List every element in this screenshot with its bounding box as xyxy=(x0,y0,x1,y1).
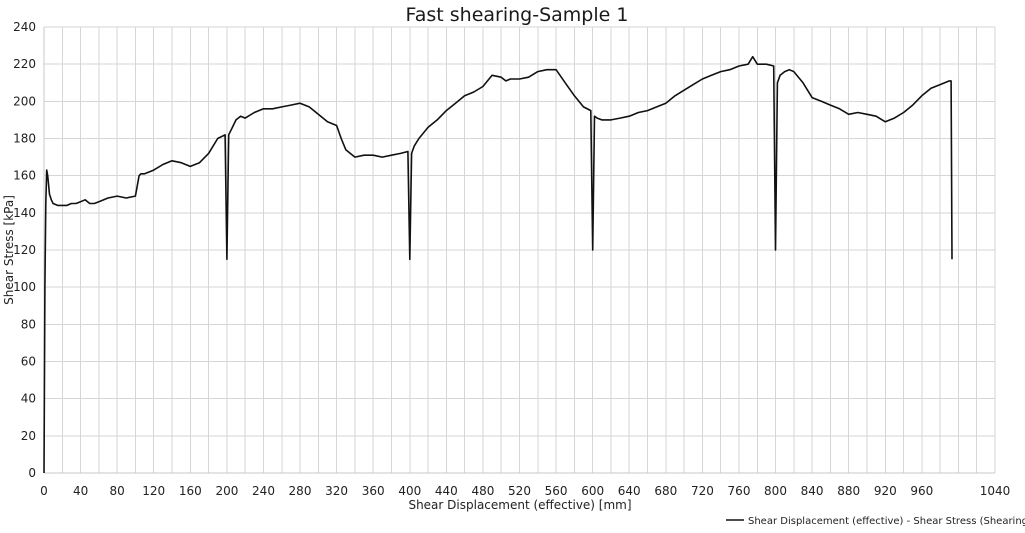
x-tick-label: 480 xyxy=(471,484,494,498)
x-tick-label: 880 xyxy=(837,484,860,498)
x-tick-label: 800 xyxy=(764,484,787,498)
x-tick-label: 1040 xyxy=(980,484,1011,498)
y-tick-label: 20 xyxy=(21,429,36,443)
x-tick-label: 200 xyxy=(215,484,238,498)
legend: Shear Displacement (effective) - Shear S… xyxy=(726,516,1025,527)
x-tick-label: 320 xyxy=(325,484,348,498)
x-tick-label: 240 xyxy=(252,484,275,498)
x-tick-label: 120 xyxy=(142,484,165,498)
x-tick-label: 0 xyxy=(40,484,48,498)
y-tick-label: 120 xyxy=(13,243,36,257)
x-tick-label: 440 xyxy=(435,484,458,498)
x-tick-label: 40 xyxy=(73,484,88,498)
y-tick-label: 40 xyxy=(21,392,36,406)
x-tick-label: 400 xyxy=(398,484,421,498)
x-tick-label: 560 xyxy=(545,484,568,498)
x-tick-label: 840 xyxy=(801,484,824,498)
y-tick-label: 0 xyxy=(28,466,36,480)
y-tick-label: 160 xyxy=(13,169,36,183)
x-tick-label: 760 xyxy=(728,484,751,498)
y-tick-label: 60 xyxy=(21,355,36,369)
x-tick-label: 360 xyxy=(362,484,385,498)
x-tick-label: 920 xyxy=(874,484,897,498)
x-tick-label: 160 xyxy=(179,484,202,498)
y-tick-label: 140 xyxy=(13,206,36,220)
grid-lines xyxy=(43,26,996,474)
y-tick-label: 220 xyxy=(13,57,36,71)
y-tick-label: 80 xyxy=(21,317,36,331)
y-tick-label: 180 xyxy=(13,132,36,146)
tick-labels: 0 20 40 60 80 100 120 140 160 180 200 220 240 0 40 80 12… xyxy=(13,20,1010,498)
chart-title: Fast shearing-Sample 1 xyxy=(406,4,629,26)
legend-label: Shear Displacement (effective) - Shear S… xyxy=(748,516,1025,527)
x-tick-label: 680 xyxy=(654,484,677,498)
x-tick-label: 960 xyxy=(910,484,933,498)
x-tick-label: 280 xyxy=(289,484,312,498)
x-tick-label: 80 xyxy=(110,484,125,498)
x-tick-label: 720 xyxy=(691,484,714,498)
y-tick-label: 200 xyxy=(13,94,36,108)
x-tick-label: 640 xyxy=(618,484,641,498)
y-tick-label: 240 xyxy=(13,20,36,34)
data-series xyxy=(43,55,953,474)
x-tick-label: 600 xyxy=(581,484,604,498)
y-axis-title: Shear Stress [kPa] xyxy=(2,195,16,305)
x-tick-label: 520 xyxy=(508,484,531,498)
series-line xyxy=(43,55,953,474)
y-tick-label: 100 xyxy=(13,280,36,294)
x-axis-title: Shear Displacement (effective) [mm] xyxy=(408,498,631,512)
